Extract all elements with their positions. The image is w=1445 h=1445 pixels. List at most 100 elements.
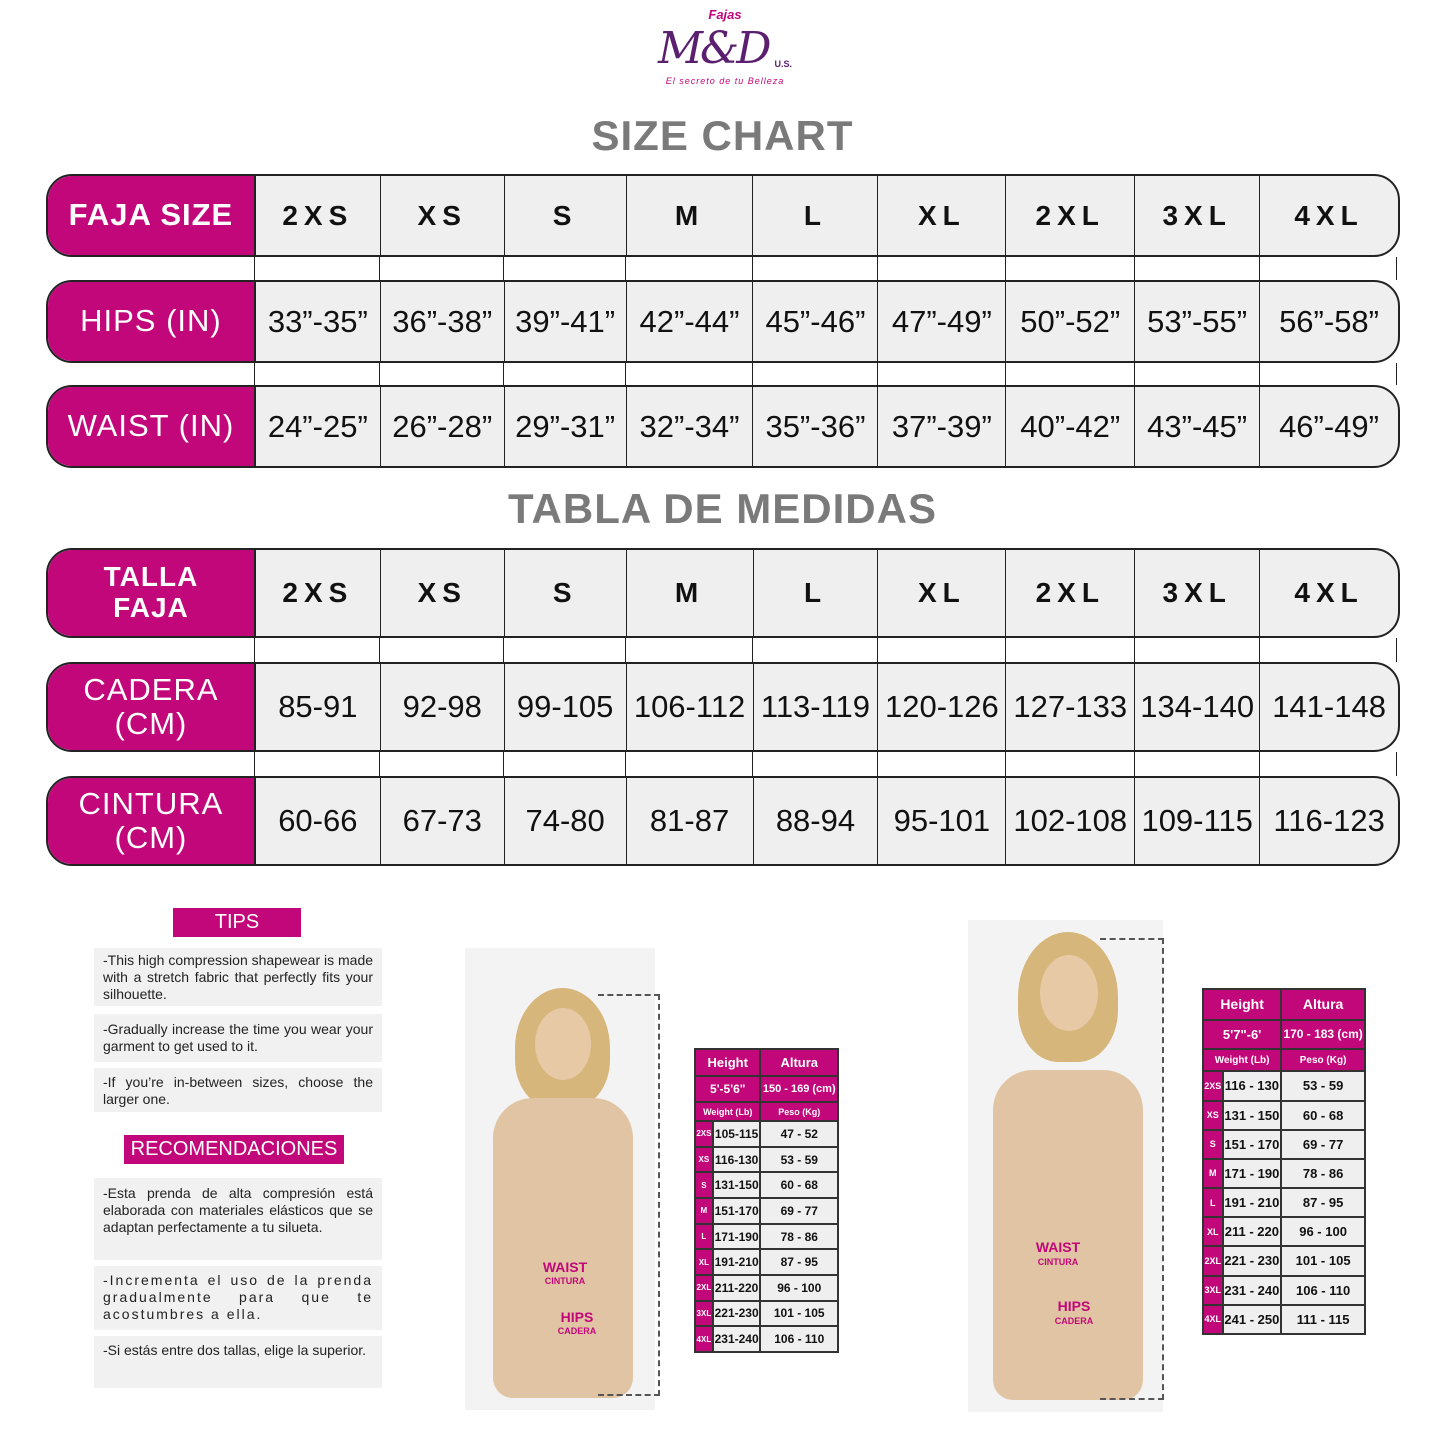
table-cell: 88-94 [754,778,879,864]
small-table-cell: XS [1202,1099,1224,1131]
small-table-cell: 101 - 105 [759,1299,839,1328]
row-label: FAJA SIZE [48,176,256,255]
small-table-cell: 191 - 210 [1221,1187,1283,1219]
small-table-cell: 241 - 250 [1221,1303,1283,1336]
small-table-row: XL 191-210 87 - 95 [694,1248,839,1276]
small-table-cell: 151-170 [711,1197,762,1225]
table-cell: 3XL [1135,176,1261,255]
small-table-cell: 105-115 [711,1120,762,1148]
table-cell: 113-119 [754,664,879,750]
small-table-cell: S [694,1171,714,1200]
small-table-cell: 78 - 86 [759,1222,839,1251]
small-table-cell: 170 - 183 (cm) [1280,1018,1366,1051]
small-table-cell: Altura [1280,988,1366,1021]
small-table-cell: Peso (Kg) [1280,1048,1366,1073]
small-table-cell: M [694,1197,714,1225]
table-cell: 3XL [1135,550,1261,636]
small-table-cell: XS [694,1145,714,1174]
row-spacer [254,752,1400,776]
small-table-cell: Weight (Lb) [693,1100,762,1123]
table-cell: 134-140 [1135,664,1261,750]
recomendacion-2: -Incrementa el uso de la prenda gradualm… [94,1266,382,1330]
small-table-cell: 53 - 59 [759,1145,839,1174]
table-row: TALLA FAJA 2XS XS S M L XL 2XL 3XL 4XL [46,548,1400,638]
tip-2: -Gradually increase the time you wear yo… [94,1014,382,1062]
small-table-cell: 5'-5'6" [693,1075,762,1103]
table-cell: M [627,176,754,255]
row-label: CADERA (CM) [48,664,256,750]
small-table-cell: 96 - 100 [1280,1216,1366,1248]
table-cell: 2XL [1006,550,1136,636]
small-table-cell: 171 - 190 [1221,1157,1283,1190]
table-cell: 141-148 [1272,689,1386,724]
small-table-row: XS 131 - 150 60 - 68 [1202,1099,1366,1131]
table-cell: 26”-28” [381,387,505,466]
small-table-cell: 221-230 [711,1299,762,1328]
tip-1: -This high compression shapewear is made… [94,948,382,1006]
table-cell: 36”-38” [381,282,505,361]
logo-fajas: Fajas [708,7,742,22]
small-table-cell: Peso (Kg) [759,1100,839,1123]
small-table-cell: 5'7"-6' [1201,1018,1283,1051]
small-table-cell: 106 - 110 [1280,1274,1366,1306]
table-cell: 2XS [256,176,381,255]
table-cell: 95-101 [878,778,1007,864]
small-table-cell: 53 - 59 [1280,1070,1366,1102]
table-cell: 102-108 [1006,778,1136,864]
small-table-cell: S [1202,1128,1224,1160]
table-cell: 127-133 [1006,664,1136,750]
small-table-cell: 2XS [1202,1070,1224,1102]
table-cell: XS [381,550,505,636]
table-cell: L [753,176,879,255]
waist-label-1: WAIST [542,1259,588,1275]
size-table-short: Height Altura 5'-5'6" 150 - 169 (cm) Weight … [693,1047,839,1353]
table-cell: 106-112 [627,664,754,750]
table-cell: L [754,550,879,636]
small-table-row: 2XL 221 - 230 101 - 105 [1202,1245,1366,1277]
small-table-row: 2XS 105-115 47 - 52 [694,1120,839,1148]
row-label: WAIST (IN) [48,387,256,466]
logo-us: U.S. [774,59,792,69]
small-table-row: S 131-150 60 - 68 [694,1171,839,1200]
table-cell: 39”-41” [505,282,627,361]
small-table-cell: 106 - 110 [759,1325,839,1353]
table-cell: 116-123 [1273,803,1385,838]
tabla-medidas-title: TABLA DE MEDIDAS [508,485,937,532]
small-table-cell: 4XL [1202,1303,1224,1336]
small-table-cell: 47 - 52 [759,1120,839,1148]
table-cell: 85-91 [256,664,381,750]
small-table-cell: 2XL [1202,1245,1224,1277]
size-table-tall: Height Altura 5'7"-6' 170 - 183 (cm) Weight … [1201,988,1366,1336]
small-table-cell: 171-190 [711,1222,762,1251]
small-table-cell: 101 - 105 [1280,1245,1366,1277]
small-table-cell: 116-130 [711,1145,762,1174]
small-table-cell: 211 - 220 [1221,1216,1283,1248]
table-cell: 81-87 [627,778,754,864]
cintura-label-2: CINTURA [1037,1257,1079,1267]
small-table-cell: 2XS [694,1120,714,1148]
small-table-cell: 150 - 169 (cm) [759,1075,839,1103]
small-table-cell: 69 - 77 [1280,1128,1366,1160]
row-spacer [254,257,1400,280]
small-table-cell: XL [1202,1216,1224,1248]
model-photo-1: WAIST CINTURA HIPS CADERA [465,948,655,1410]
table-row: FAJA SIZE 2XS XS S M L XL 2XL 3XL 4XL [46,174,1400,257]
table-cell: XS [381,176,505,255]
table-cell: 56”-58” [1279,303,1379,339]
table-cell: 53”-55” [1135,282,1261,361]
small-table-cell: Weight (Lb) [1201,1048,1283,1073]
table-cell: S [505,550,627,636]
small-table-row: 4XL 241 - 250 111 - 115 [1202,1303,1366,1336]
small-table-row: 4XL 231-240 106 - 110 [694,1325,839,1353]
brand-logo: Fajas M&D U.S. El secreto de tu Belleza [630,8,820,96]
height-marker-2 [1100,938,1164,1400]
small-table-cell: 3XL [1202,1274,1224,1306]
small-table-cell: L [1202,1187,1224,1219]
table-cell: 46”-49” [1279,408,1379,444]
model-photo-2: WAIST CINTURA HIPS CADERA [968,920,1163,1412]
small-table-cell: 87 - 95 [1280,1187,1366,1219]
size-chart-title: SIZE CHART [591,112,854,159]
table-cell: 29”-31” [505,387,627,466]
small-table-row: 2XL 211-220 96 - 100 [694,1273,839,1302]
small-table-cell: 96 - 100 [759,1273,839,1302]
